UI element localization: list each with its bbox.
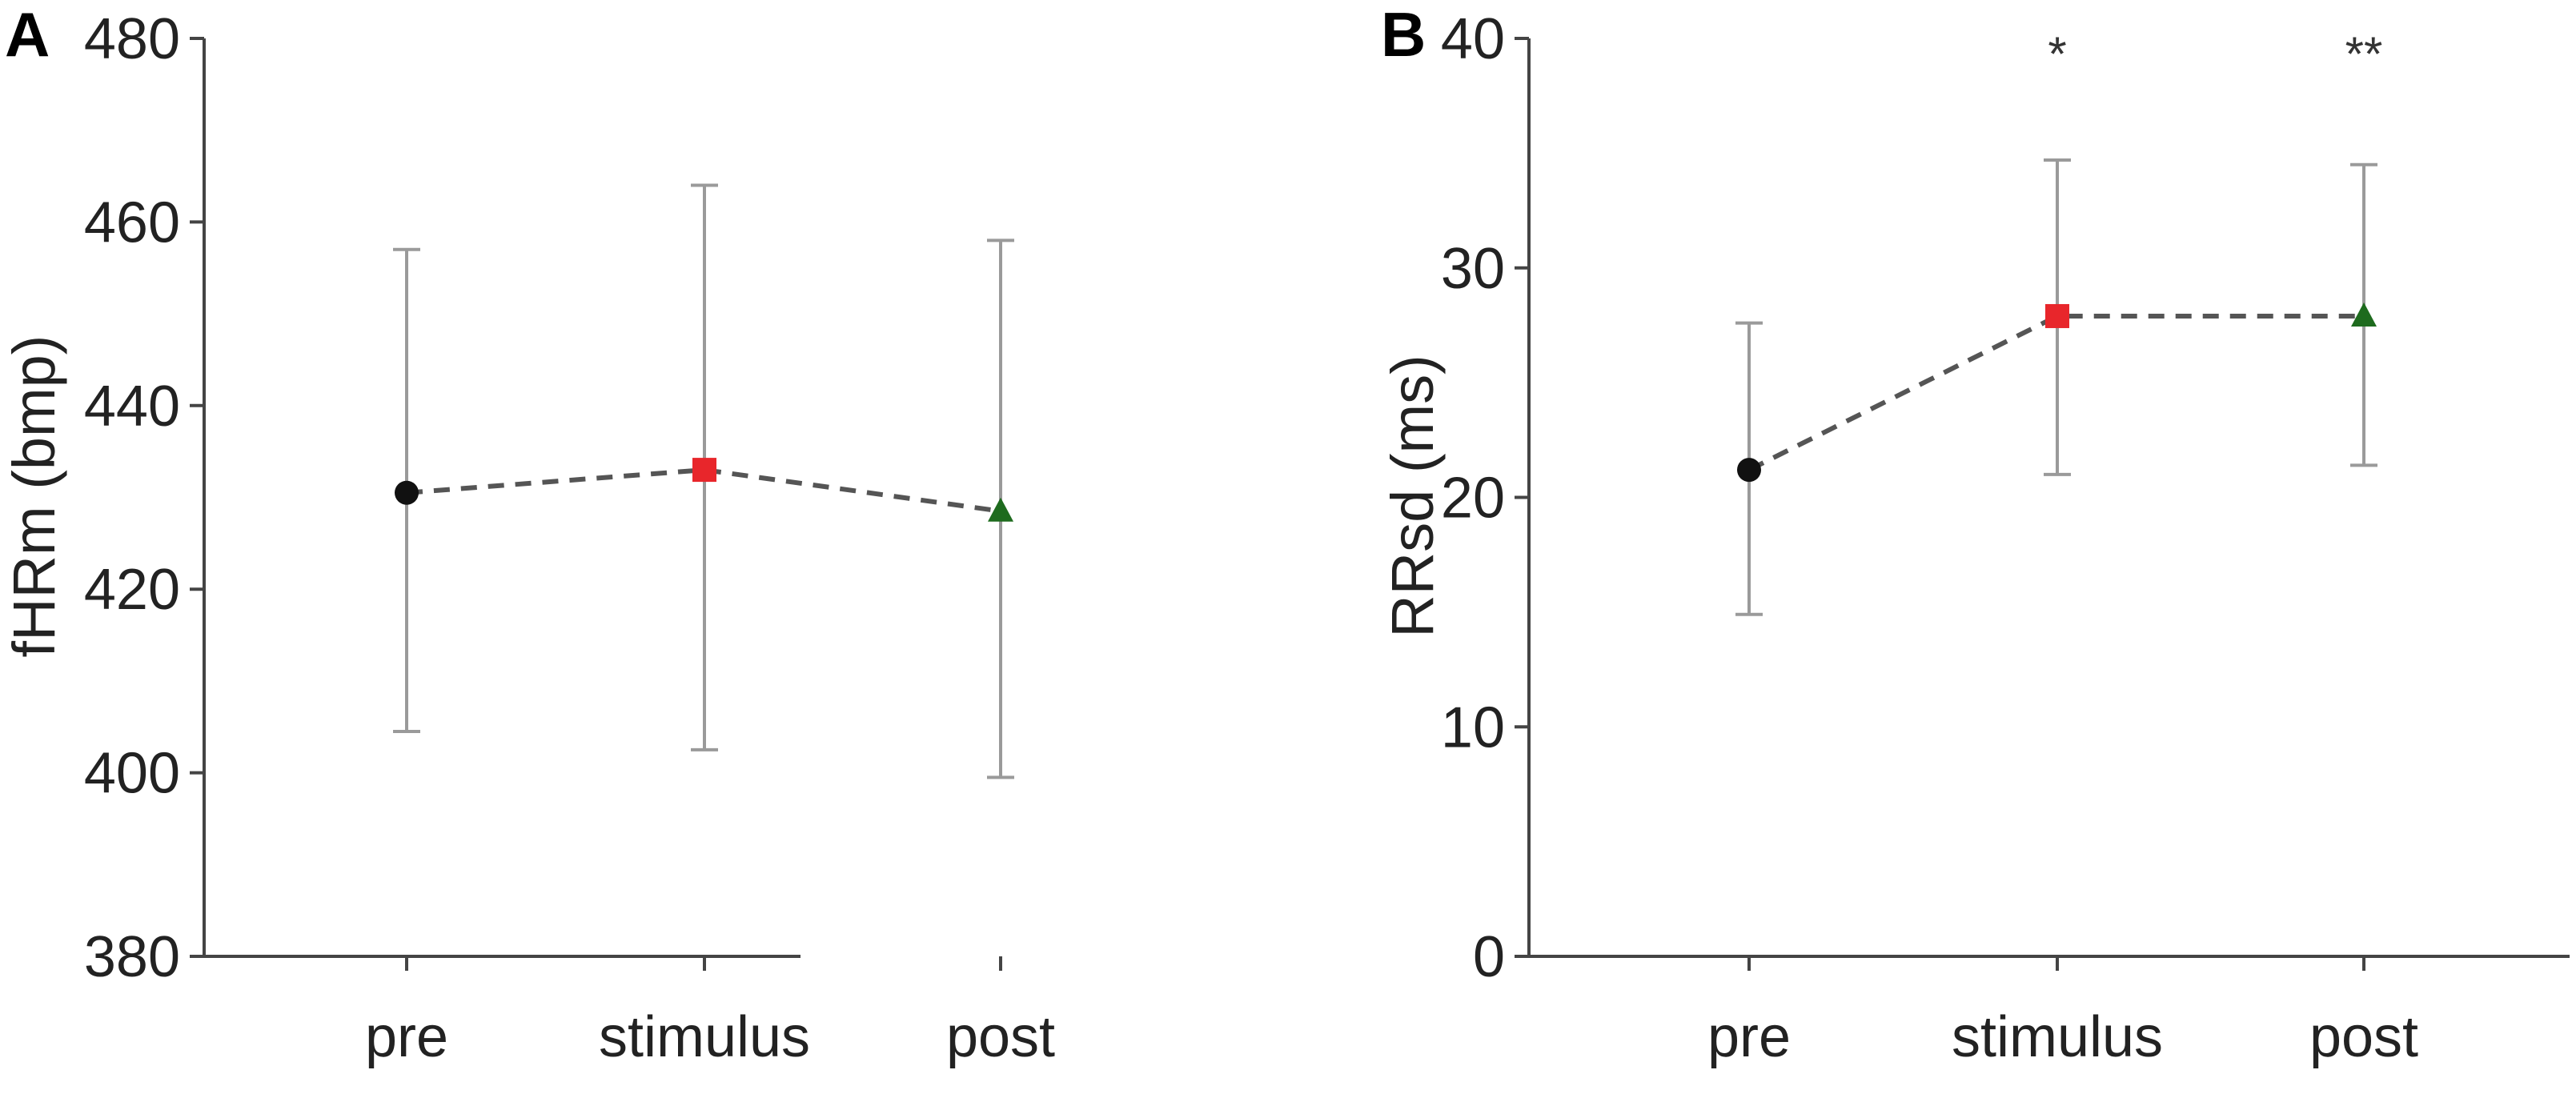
significance-label: * [2048, 27, 2066, 81]
y-tick-label: 420 [84, 558, 180, 622]
data-point-square [692, 458, 716, 483]
x-tick-label: pre [365, 1005, 448, 1069]
x-tick-label: pre [1707, 1005, 1791, 1069]
y-tick-label: 30 [1441, 237, 1505, 301]
y-tick-label: 440 [84, 375, 180, 439]
x-tick-label: stimulus [599, 1005, 810, 1069]
y-tick-label: 0 [1473, 925, 1505, 989]
y-tick-label: 40 [1441, 7, 1505, 71]
mean-series-line [1747, 313, 2364, 472]
mean-series-line [406, 467, 1001, 514]
data-point-triangle [988, 497, 1013, 522]
data-point-square [2045, 303, 2069, 328]
panel-letter: B [1381, 0, 1426, 70]
y-tick-label: 480 [84, 7, 180, 71]
y-tick-label: 400 [84, 742, 180, 806]
y-tick-label: 20 [1441, 467, 1505, 531]
data-point-triangle [2351, 302, 2377, 327]
panel-letter: A [5, 0, 50, 70]
x-tick-label: post [2309, 1005, 2418, 1069]
x-tick-label: stimulus [1952, 1005, 2163, 1069]
y-tick-label: 10 [1441, 695, 1505, 759]
x-tick-label: post [946, 1005, 1055, 1069]
y-axis-title: fHRm (bmp) [1, 335, 67, 658]
y-tick-label: 380 [84, 925, 180, 989]
data-point-circle [1737, 458, 1761, 483]
y-tick-label: 460 [84, 190, 180, 254]
data-point-circle [395, 480, 419, 505]
significance-label: ** [2345, 27, 2383, 81]
panel-a: A 380 400 420 440 460 480 pre stimulus post fHRm (… [1, 0, 1055, 1069]
y-axis-title: RRsd (ms) [1379, 355, 1446, 638]
